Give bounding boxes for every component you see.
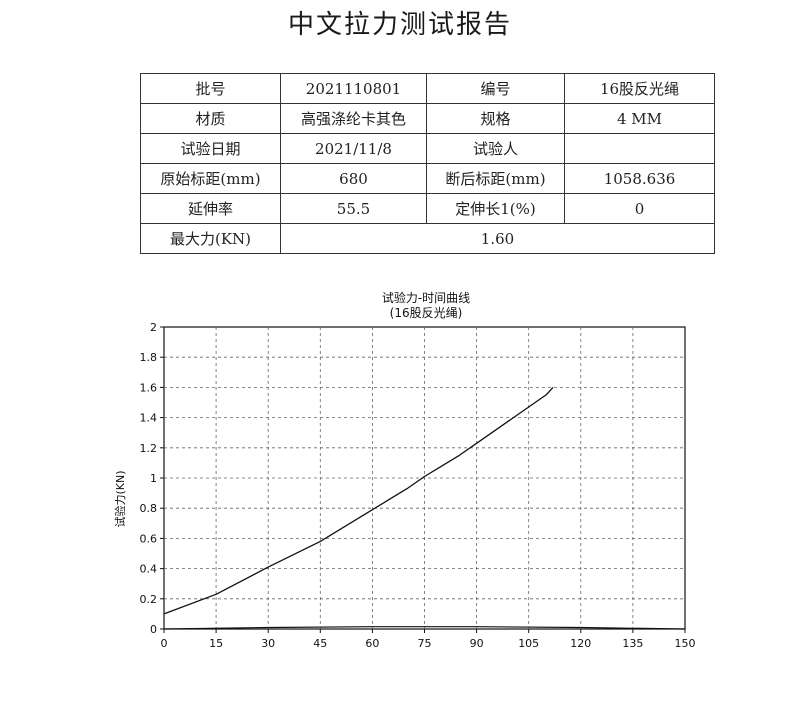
report-table: 批号 2021110801 编号 16股反光绳 材质 高强涤纶卡其色 规格 4 … [140, 73, 715, 254]
table-row: 批号 2021110801 编号 16股反光绳 [140, 73, 715, 104]
y-tick-label: 1.6 [140, 381, 158, 394]
y-tick-label: 0 [150, 623, 157, 636]
batch-value: 2021110801 [280, 73, 427, 104]
fixed-elongation-label: 定伸长1(%) [426, 193, 565, 224]
material-label: 材质 [140, 103, 281, 134]
spec-label: 规格 [426, 103, 565, 134]
x-tick-label: 30 [261, 637, 275, 650]
y-tick-label: 0.4 [140, 563, 158, 576]
table-row: 材质 高强涤纶卡其色 规格 4 MM [140, 103, 715, 134]
x-tick-label: 135 [622, 637, 643, 650]
chart-subtitle: (16股反光绳) [390, 306, 463, 320]
x-tick-label: 15 [209, 637, 223, 650]
original-gauge-value: 680 [280, 163, 427, 194]
x-tick-label: 45 [313, 637, 327, 650]
chart-grid [163, 326, 686, 630]
y-tick-label: 1.8 [140, 351, 158, 364]
batch-label: 批号 [140, 73, 281, 104]
x-tick-label: 90 [470, 637, 484, 650]
y-tick-label: 1.4 [140, 412, 158, 425]
y-tick-label: 1 [150, 472, 157, 485]
final-gauge-label: 断后标距(mm) [426, 163, 565, 194]
code-label: 编号 [426, 73, 565, 104]
y-tick-label: 2 [150, 321, 157, 334]
max-force-value: 1.60 [280, 223, 715, 254]
x-tick-label: 0 [161, 637, 168, 650]
max-force-label: 最大力(KN) [140, 223, 281, 254]
baseline-line [163, 626, 686, 630]
elongation-label: 延伸率 [140, 193, 281, 224]
chart-series [163, 386, 686, 630]
force-time-chart: 试验力-时间曲线 (16股反光绳) 试验力(KN) 0 15 30 45 60 75 90 1… [100, 285, 720, 655]
spec-value: 4 MM [564, 103, 715, 134]
y-tick-label: 0.8 [140, 502, 158, 515]
force-time-line [163, 386, 554, 615]
table-row: 延伸率 55.5 定伸长1(%) 0 [140, 193, 715, 224]
x-tick-label: 60 [365, 637, 379, 650]
chart-title: 试验力-时间曲线 [382, 290, 470, 305]
x-tick-label: 105 [518, 637, 539, 650]
y-axis-label: 试验力(KN) [113, 470, 127, 527]
elongation-value: 55.5 [280, 193, 427, 224]
y-tick-label: 1.2 [140, 442, 158, 455]
table-row: 最大力(KN) 1.60 [140, 223, 715, 254]
table-row: 试验日期 2021/11/8 试验人 [140, 133, 715, 164]
original-gauge-label: 原始标距(mm) [140, 163, 281, 194]
x-tick-label: 120 [570, 637, 591, 650]
fixed-elongation-value: 0 [564, 193, 715, 224]
y-tick-label: 0.2 [140, 593, 158, 606]
tester-label: 试验人 [426, 133, 565, 164]
report-title: 中文拉力测试报告 [287, 10, 512, 40]
x-tick-label: 75 [418, 637, 432, 650]
material-value: 高强涤纶卡其色 [280, 103, 427, 134]
test-date-label: 试验日期 [140, 133, 281, 164]
tester-value [564, 133, 715, 164]
test-date-value: 2021/11/8 [280, 133, 427, 164]
table-row: 原始标距(mm) 680 断后标距(mm) 1058.636 [140, 163, 715, 194]
y-tick-label: 0.6 [140, 532, 158, 545]
final-gauge-value: 1058.636 [564, 163, 715, 194]
code-value: 16股反光绳 [564, 73, 715, 104]
chart-svg: 试验力-时间曲线 (16股反光绳) 试验力(KN) 0 15 30 45 60 75 90 1… [113, 290, 696, 650]
chart-ticks: 0 15 30 45 60 75 90 105 120 135 150 0 0.2 0.4 0.6 0.8 1 1… [140, 321, 696, 650]
x-tick-label: 150 [675, 637, 696, 650]
